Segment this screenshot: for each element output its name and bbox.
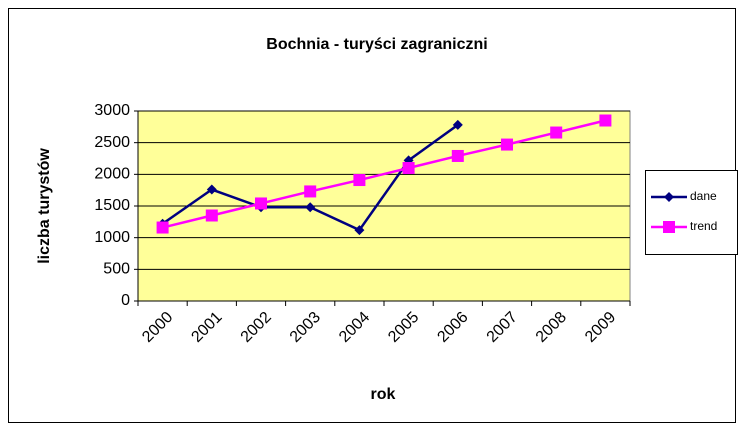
y-tick-label: 1000: [94, 229, 130, 246]
line-marker: [305, 202, 316, 213]
line-marker: [402, 162, 415, 174]
y-tick-label: 2500: [94, 134, 130, 151]
y-tick-label: 2000: [94, 166, 130, 183]
y-tick-label: 500: [103, 261, 130, 278]
line-marker: [451, 149, 464, 162]
line-marker: [205, 209, 218, 222]
y-tick-label: 0: [121, 292, 130, 309]
line-marker: [599, 114, 612, 127]
legend-swatch-marker: [663, 221, 675, 233]
x-axis-title: rok: [371, 386, 396, 403]
line-marker: [206, 184, 217, 195]
y-tick-label: 3000: [94, 102, 130, 119]
line-marker: [501, 138, 513, 151]
legend-box: [645, 170, 738, 255]
data-line: [162, 119, 606, 229]
line-marker: [550, 126, 563, 139]
chart-title: Bochnia - turyści zagraniczni: [266, 36, 487, 53]
line-marker: [156, 221, 169, 234]
line-marker: [354, 225, 365, 236]
line-marker: [452, 119, 463, 130]
legend-label: trend: [690, 219, 717, 233]
line-marker: [255, 197, 267, 210]
legend-swatch-marker: [664, 192, 674, 202]
y-tick-label: 1500: [94, 197, 130, 214]
line-marker: [304, 185, 317, 198]
legend-label: dane: [690, 189, 717, 203]
line-marker: [353, 174, 366, 187]
y-axis-title: liczba turystów: [36, 148, 53, 264]
